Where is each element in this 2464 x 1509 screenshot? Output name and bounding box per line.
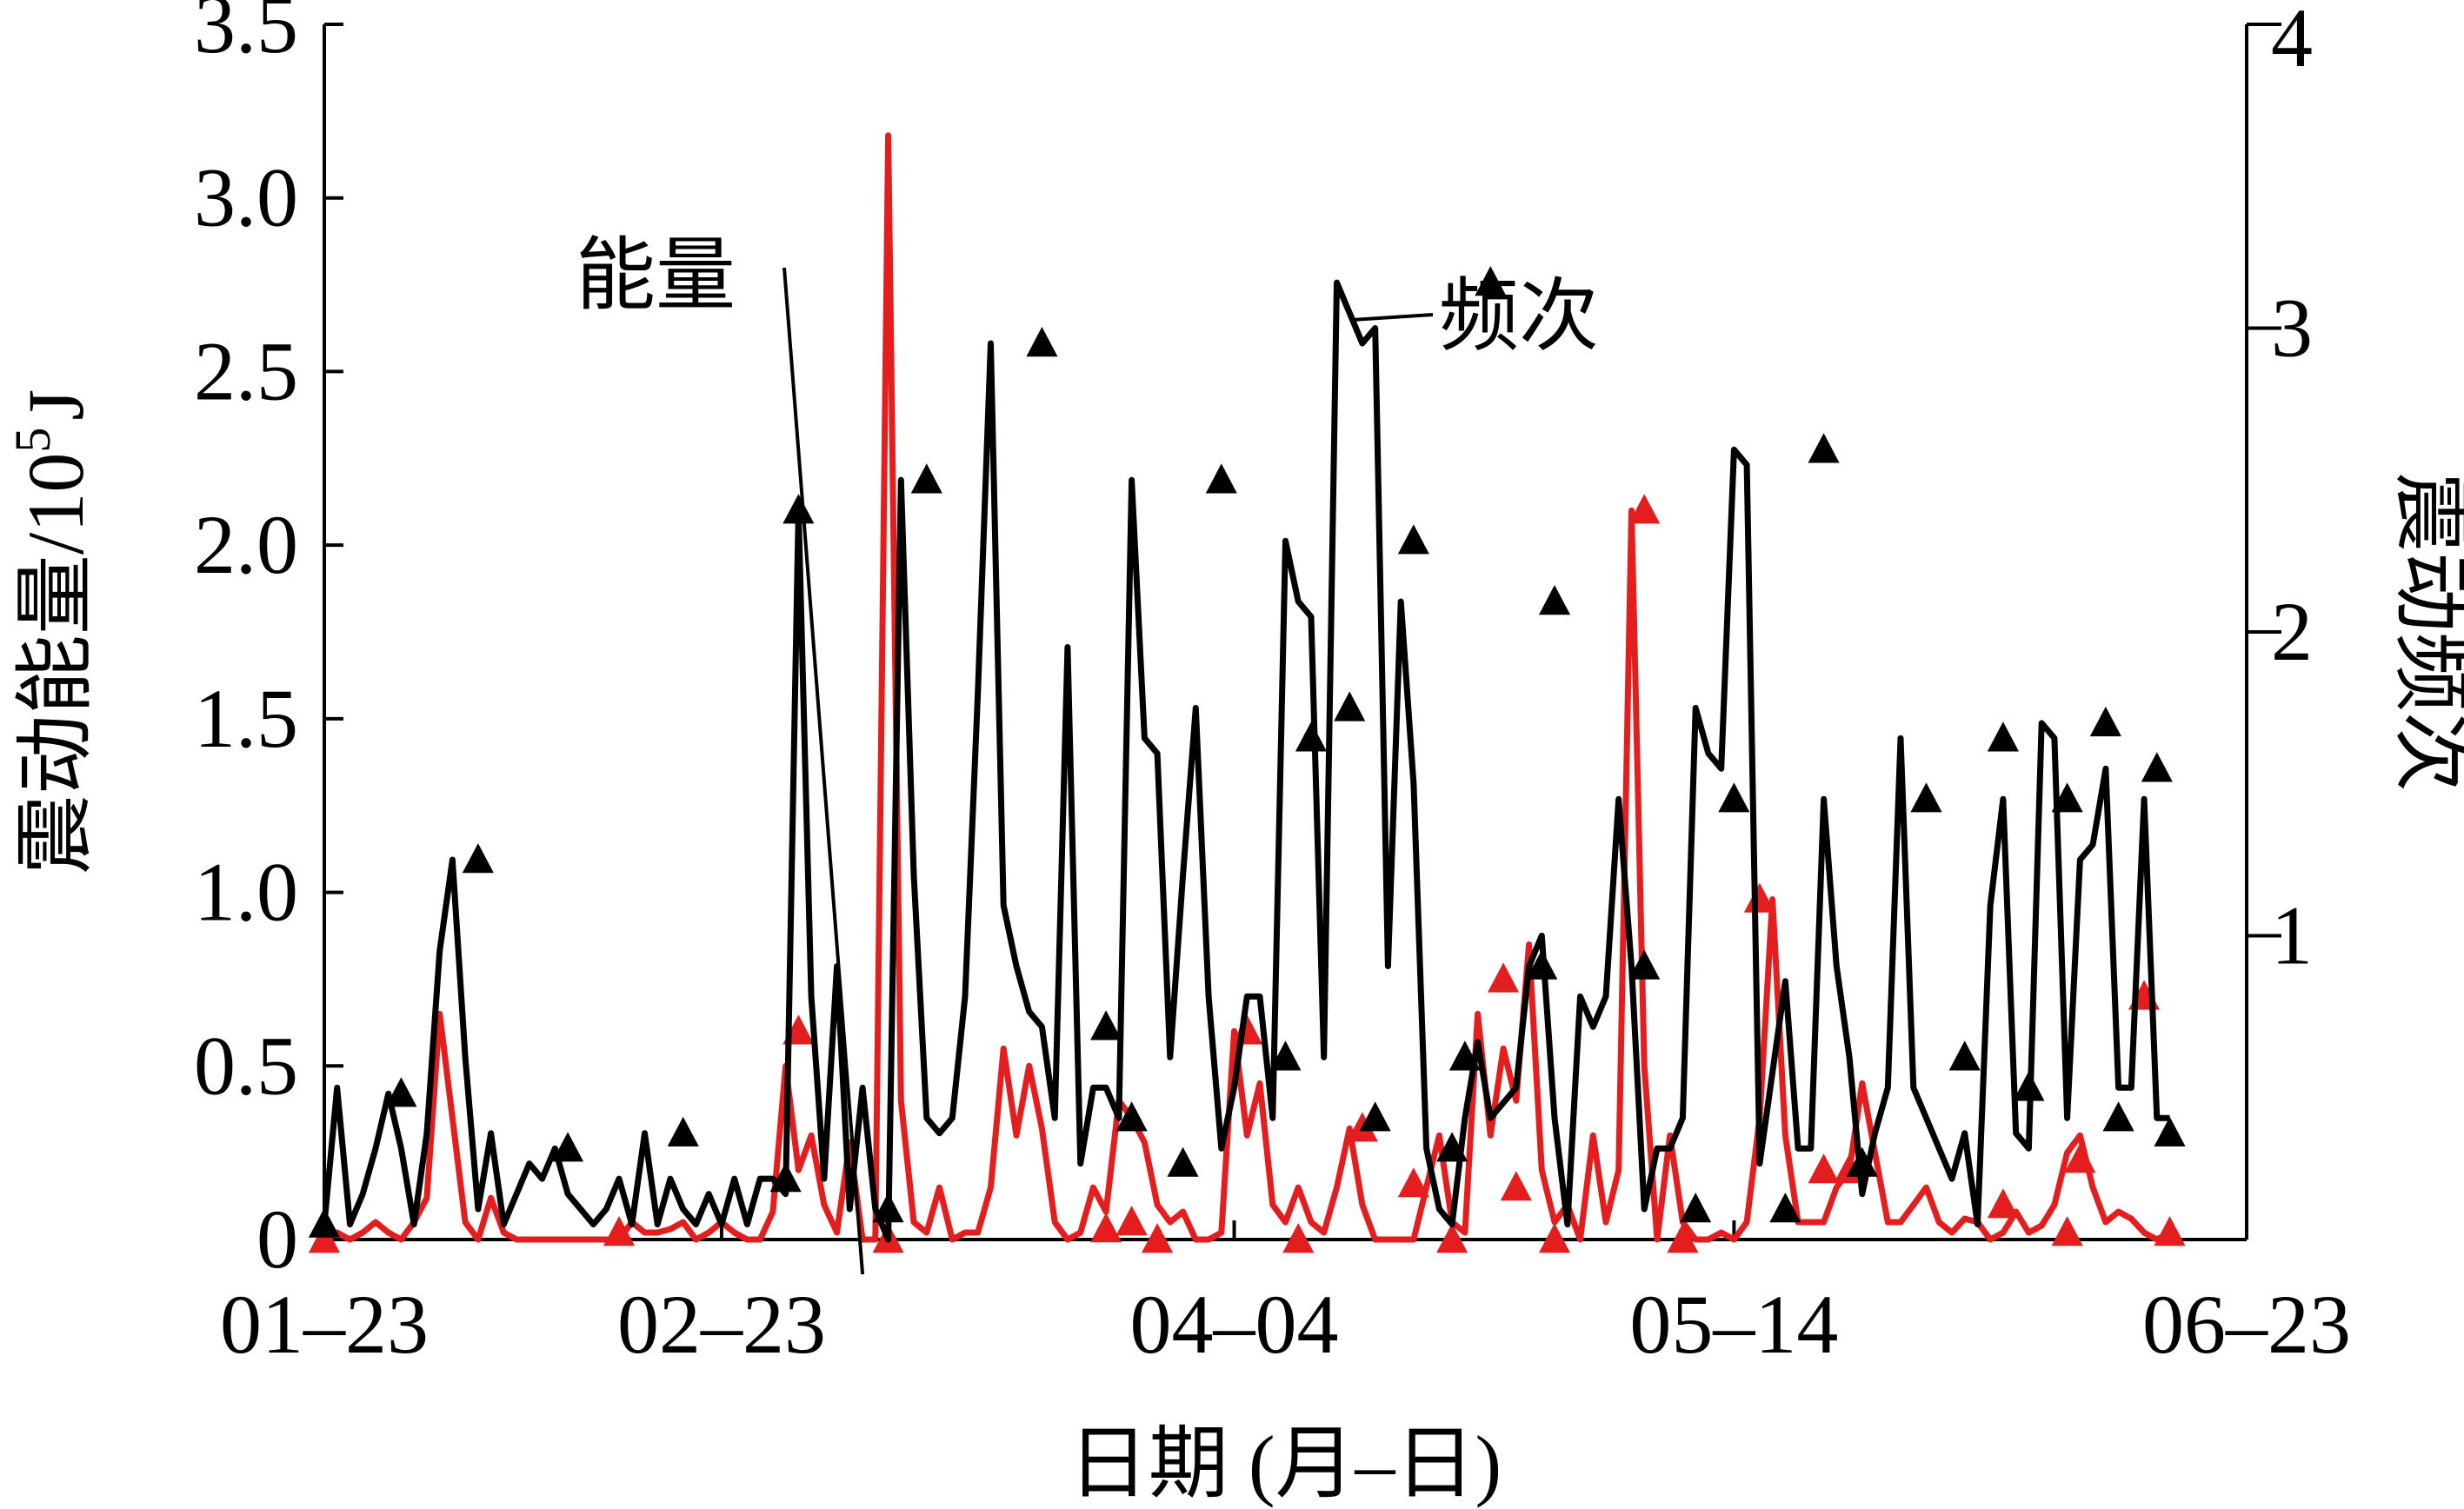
- x-tick-label: 04–04: [1130, 1278, 1339, 1371]
- frequency-marker: [1539, 585, 1571, 615]
- frequency-marker: [1846, 1147, 1878, 1177]
- energy-marker: [1090, 1213, 1122, 1243]
- right-tick-label: 3: [2271, 282, 2313, 375]
- left-axis-title: 震动能量/105 J: [4, 389, 100, 874]
- frequency-annotation-label: 频次: [1439, 272, 1599, 361]
- series-annotations: 能量 频次: [576, 231, 1599, 1275]
- frequency-marker: [1026, 327, 1058, 357]
- frequency-marker: [1718, 782, 1750, 813]
- frequency-marker: [1205, 463, 1237, 494]
- left-tick-label: 2.5: [194, 324, 298, 417]
- frequency-marker: [462, 843, 494, 874]
- frequency-marker: [2141, 752, 2173, 782]
- energy-annotation-label: 能量: [576, 231, 736, 320]
- energy-marker: [1808, 1153, 1840, 1184]
- frequency-marker: [1910, 782, 1942, 813]
- frequency-marker: [2089, 706, 2121, 737]
- frequency-marker: [1987, 721, 2019, 752]
- frequency-marker: [308, 1207, 341, 1238]
- right-tick-label: 1: [2271, 889, 2313, 982]
- frequency-marker: [1769, 1193, 1801, 1223]
- x-tick-label: 02–23: [617, 1278, 826, 1371]
- frequency-marker: [1475, 266, 1507, 296]
- energy-marker: [1436, 1223, 1468, 1253]
- energy-marker: [1488, 962, 1520, 993]
- frequency-series: [308, 266, 2186, 1243]
- frequency-marker: [782, 494, 815, 524]
- frequency-marker: [872, 1193, 904, 1223]
- right-axis-ticks: 1 2 3 4: [2247, 0, 2313, 982]
- energy-marker: [603, 1216, 636, 1246]
- left-tick-label: 0: [256, 1193, 298, 1286]
- energy-marker: [1142, 1223, 1174, 1253]
- energy-marker: [1987, 1188, 2019, 1219]
- right-tick-label: 4: [2271, 0, 2313, 84]
- left-tick-label: 1.0: [194, 846, 298, 939]
- energy-marker: [1539, 1223, 1571, 1253]
- frequency-marker: [1808, 433, 1840, 463]
- energy-marker: [308, 1223, 341, 1253]
- x-tick-label: 01–23: [220, 1278, 429, 1371]
- frequency-marker: [1948, 1040, 1981, 1071]
- left-tick-label: 0.5: [194, 1019, 298, 1112]
- energy-marker: [1667, 1223, 1699, 1253]
- energy-marker: [1500, 1171, 1532, 1201]
- frequency-marker: [1680, 1193, 1712, 1223]
- frequency-marker: [552, 1132, 584, 1162]
- frequency-marker: [1436, 1132, 1468, 1162]
- energy-marker: [1282, 1223, 1315, 1253]
- frequency-marker: [2013, 1071, 2045, 1101]
- left-axis-title-unit: J: [11, 389, 100, 421]
- energy-marker: [1397, 1167, 1429, 1198]
- left-tick-label: 2.0: [194, 498, 298, 591]
- frequency-marker: [1526, 949, 1558, 980]
- x-tick-label: 05–14: [1629, 1278, 1838, 1371]
- x-tick-label: 06–23: [2142, 1278, 2351, 1371]
- frequency-marker: [1167, 1147, 1199, 1177]
- left-axis-ticks: 0 0.5 1.0 1.5 2.0 2.5 3.0 3.5: [194, 0, 343, 1286]
- left-tick-label: 3.5: [194, 0, 298, 70]
- frequency-marker: [1295, 721, 1327, 752]
- frequency-line: [321, 279, 2170, 1243]
- left-tick-label: 3.0: [194, 151, 298, 244]
- frequency-marker: [1397, 524, 1429, 555]
- frequency-marker: [1359, 1101, 1391, 1132]
- frequency-marker: [1269, 1040, 1302, 1071]
- energy-marker: [1628, 494, 1661, 524]
- frequency-annotation-leader: [1352, 313, 1434, 322]
- energy-marker: [1743, 882, 1775, 913]
- x-axis-ticks: 01–23 02–23 04–04 05–14 06–23: [220, 1220, 2351, 1371]
- frequency-marker: [667, 1116, 699, 1147]
- frequency-marker: [2051, 782, 2083, 813]
- x-axis-title: 日期 (月–日): [1069, 1419, 1502, 1508]
- left-axis-title-text: 震动能量/10: [11, 453, 100, 875]
- energy-marker: [2154, 1216, 2186, 1246]
- right-tick-label: 2: [2271, 585, 2313, 678]
- frequency-marker: [2102, 1101, 2134, 1132]
- energy-marker: [2064, 1143, 2096, 1173]
- frequency-marker: [1090, 1010, 1122, 1040]
- frequency-marker: [1448, 1040, 1481, 1071]
- left-tick-label: 1.5: [194, 672, 298, 765]
- frequency-marker: [910, 463, 942, 494]
- frequency-marker: [1115, 1101, 1148, 1132]
- frequency-marker: [1628, 949, 1661, 980]
- left-axis-title-exponent: 5: [4, 428, 61, 453]
- frequency-marker: [769, 1162, 802, 1193]
- frequency-marker: [385, 1077, 417, 1107]
- energy-marker: [2051, 1216, 2083, 1246]
- right-axis-title: 震动频次: [2387, 472, 2464, 792]
- frequency-marker: [2154, 1116, 2186, 1147]
- frequency-marker: [1334, 691, 1366, 721]
- energy-marker: [1115, 1206, 1148, 1236]
- energy-annotation-leader: [782, 267, 865, 1275]
